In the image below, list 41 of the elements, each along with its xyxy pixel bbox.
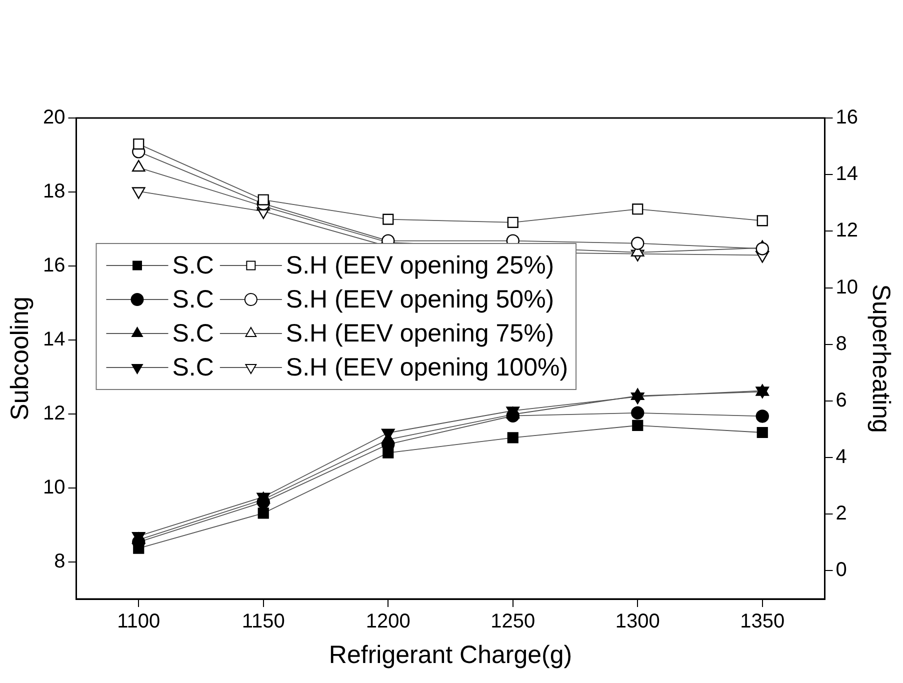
y2-tick-label: 0 [836,559,847,582]
y-axis-title: Subcooling [6,296,34,420]
y-tick-label: 20 [42,106,66,129]
legend-label: S.C [172,319,214,348]
legend-label: S.H (EEV opening 25%) [286,251,554,280]
legend-label: S.C [172,285,214,314]
point [258,194,269,206]
x-tick-label: 1250 [490,610,536,633]
legend-label: S.H (EEV opening 100%) [286,353,568,382]
y2-tick-label: 8 [836,332,847,355]
x-tick-label: 1200 [366,610,410,633]
legend-label: S.C [172,353,214,382]
legend-label: S.H (EEV opening 75%) [286,319,554,348]
point [631,236,644,250]
point [632,204,644,215]
x-axis-title: Refrigerant Charge(g) [328,640,572,669]
x-tick-label: 1350 [740,610,785,633]
legend-label: S.H (EEV opening 50%) [286,285,554,314]
y-tick-label: 18 [42,180,66,203]
y2-axis-title: Superheating [867,284,896,433]
y2-tick-label: 2 [836,502,847,525]
y-tick-label: 10 [42,476,66,499]
y2-tick-label: 6 [836,389,847,412]
legend-label: S.C [172,251,214,280]
point [507,216,518,228]
y-tick-label: 8 [54,550,66,573]
y-tick-label: 12 [42,402,66,425]
x-tick-label: 1300 [615,610,660,633]
y2-tick-label: 12 [836,220,858,242]
point [756,215,768,226]
point [133,138,144,150]
point [382,214,394,225]
x-tick-label: 1100 [117,610,160,633]
y2-tick-label: 10 [836,276,858,298]
y-tick-label: 14 [42,328,66,351]
y2-tick-label: 4 [836,446,847,468]
point [756,242,769,256]
y2-tick-label: 14 [836,163,858,186]
x-tick-label: 1150 [242,610,285,633]
y2-tick-label: 16 [836,106,858,129]
y-tick-label: 16 [42,254,66,277]
